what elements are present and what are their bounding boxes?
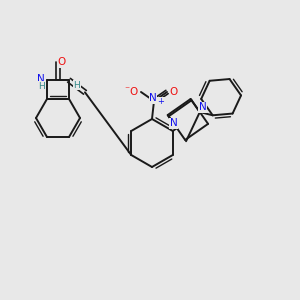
- Text: O: O: [170, 87, 178, 97]
- Text: O: O: [130, 87, 138, 97]
- Text: N: N: [149, 93, 157, 103]
- Text: H: H: [74, 81, 80, 90]
- Text: H: H: [38, 82, 44, 91]
- Text: N: N: [170, 118, 178, 128]
- Text: O: O: [58, 57, 66, 67]
- Text: +: +: [158, 98, 164, 106]
- Text: N: N: [37, 74, 45, 84]
- Text: N: N: [199, 102, 207, 112]
- Text: ⁻: ⁻: [124, 85, 130, 95]
